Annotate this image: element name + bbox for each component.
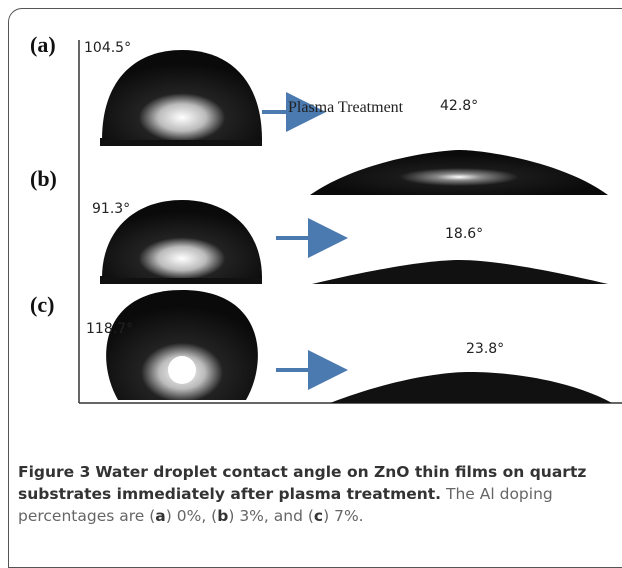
angle-label: 91.3° [92, 201, 130, 217]
droplet [102, 50, 262, 140]
angle-label: 104.5° [84, 40, 131, 56]
treatment-label: Plasma Treatment [288, 99, 404, 116]
caption-title: Water droplet contact angle on ZnO thin … [18, 463, 587, 503]
angle-label: 23.8° [466, 341, 504, 357]
caption-text: ) 3%, and ( [228, 507, 314, 525]
droplet [106, 290, 258, 400]
caption-text: ) 7%. [323, 507, 364, 525]
caption-label: Figure 3 [18, 463, 91, 481]
droplet [102, 200, 262, 278]
droplet [310, 150, 608, 195]
figure-caption: Figure 3 Water droplet contact angle on … [18, 461, 608, 527]
panel-label: (c) [30, 292, 54, 317]
panel-label: (b) [30, 166, 57, 191]
substrate [100, 138, 262, 146]
figure-image: (a) 104.5° Plasma Treatment 42.8° (b) 91… [30, 32, 622, 404]
panel-label: (a) [30, 32, 56, 57]
angle-label: 18.6° [445, 226, 483, 242]
angle-label: 42.8° [440, 98, 478, 114]
droplet [312, 260, 608, 284]
caption-text: ) 0%, ( [165, 507, 218, 525]
highlight [168, 356, 196, 384]
caption-text: b [217, 507, 229, 525]
droplet [330, 372, 612, 403]
caption-text: The Al doping percentages are ( [18, 485, 553, 525]
caption-text: a [155, 507, 166, 525]
caption-text: c [313, 507, 324, 525]
substrate [100, 276, 262, 284]
angle-label: 118.7° [86, 321, 133, 337]
page: (a) 104.5° Plasma Treatment 42.8° (b) 91… [8, 8, 622, 568]
